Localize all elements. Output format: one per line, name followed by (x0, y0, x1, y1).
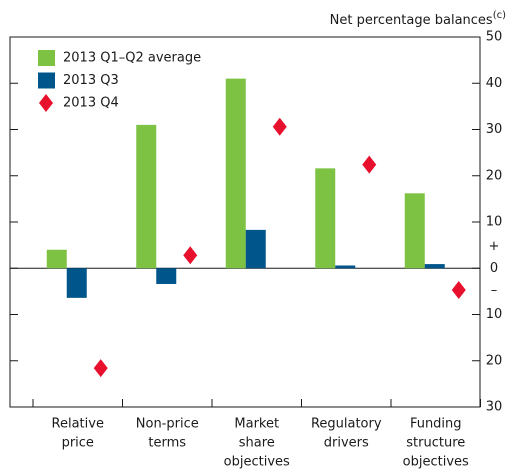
bar (66, 268, 87, 298)
y-tick-label: 30 (486, 122, 503, 137)
y-tick-label: 40 (486, 76, 503, 91)
sign-plus: + (489, 239, 500, 254)
y-tick-label: 10 (486, 307, 503, 322)
y-tick-label: 20 (486, 353, 503, 368)
bar (156, 268, 177, 284)
x-tick-label: price (62, 436, 94, 451)
y-axis-label-note: (c) (493, 10, 506, 21)
x-tick-label: Relative (52, 417, 104, 432)
y-tick-label: 10 (486, 215, 503, 230)
bar (315, 168, 336, 269)
y-tick-label: 50 (486, 30, 503, 45)
x-tick-label: Funding (410, 417, 462, 432)
x-tick-label: objectives (224, 455, 290, 470)
x-tick-label: Non-price (136, 417, 199, 432)
x-tick-label: drivers (324, 436, 369, 451)
legend-swatch (38, 50, 55, 66)
bar (335, 265, 356, 269)
bar (136, 124, 157, 269)
diamond-marker (93, 359, 108, 378)
y-tick-label: 0 (490, 261, 498, 276)
diamond-marker (272, 117, 287, 136)
x-tick-label: terms (148, 436, 186, 451)
y-axis-label-text: Net percentage balances (330, 13, 493, 28)
sign-minus: – (491, 283, 498, 298)
legend-label: 2013 Q1–Q2 average (63, 51, 201, 66)
x-tick-label: Market (234, 417, 279, 432)
bar (404, 193, 425, 269)
diamond-marker (183, 246, 198, 265)
legend-swatch (38, 72, 55, 89)
x-tick-label: objectives (403, 455, 469, 470)
bar (46, 249, 67, 269)
x-tick-label: structure (406, 436, 465, 451)
x-tick-label: Regulatory (311, 417, 382, 432)
y-axis-label: Net percentage balances(c) (330, 10, 506, 28)
legend-swatch (39, 94, 53, 112)
bar (424, 264, 445, 269)
y-tick-label: 20 (486, 168, 503, 183)
legend-label: 2013 Q4 (63, 96, 119, 111)
y-tick-label: 30 (486, 400, 503, 415)
bar (245, 229, 266, 269)
legend-label: 2013 Q3 (63, 73, 119, 88)
diamond-marker (362, 155, 377, 174)
bar (225, 78, 246, 269)
diamond-marker (451, 280, 466, 299)
x-tick-label: share (239, 436, 275, 451)
